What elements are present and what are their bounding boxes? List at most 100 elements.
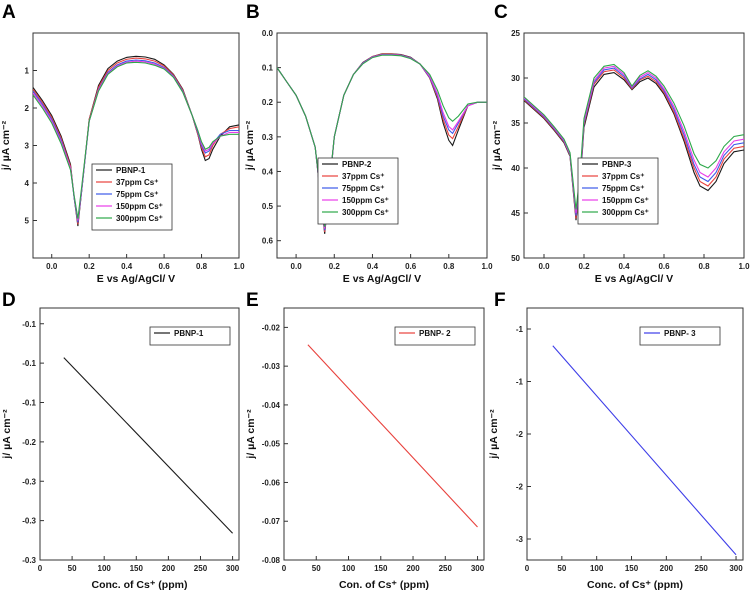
chart-panel-c: C 0.0 0.2 0.4 0.6 0.8 1.0 25 30 35 40 45 50 E vs Ag/A… xyxy=(491,2,750,285)
series-line-4 xyxy=(524,63,744,210)
y-tick-label: -1 xyxy=(516,378,524,387)
legend-label: PBNP- 3 xyxy=(664,329,696,338)
legend-box xyxy=(639,326,721,346)
series-line-4 xyxy=(277,54,487,227)
x-tick-label: 0 xyxy=(525,564,530,573)
y-tick-label: -0.08 xyxy=(262,556,281,565)
x-tick-label: 0.8 xyxy=(196,262,208,271)
legend-label: PBNP-1 xyxy=(116,166,146,175)
x-tick-label: 0 xyxy=(38,564,43,573)
y-tick-label: -0.03 xyxy=(262,362,281,371)
x-tick-label: 100 xyxy=(590,564,604,573)
y-axis-label: j/ µA cm⁻² xyxy=(488,409,500,460)
y-tick-label: -0.1 xyxy=(22,399,36,408)
legend-label: PBNP-2 xyxy=(342,160,372,169)
y-tick-label: -0.07 xyxy=(262,517,281,526)
legend-label: PBNP- 2 xyxy=(419,329,451,338)
y-tick-label: -3 xyxy=(516,535,524,544)
y-tick-label: -0.06 xyxy=(262,478,281,487)
y-axis-label: j/ µA cm⁻² xyxy=(1,409,13,460)
legend-label: 150ppm Cs⁺ xyxy=(116,202,163,211)
y-tick-label: -0.05 xyxy=(262,440,281,449)
x-tick-label: 0.8 xyxy=(443,262,455,271)
x-tick-label: 1.0 xyxy=(481,262,493,271)
chart-panel-e: E 0 50 100 150 200 250 300 -0.02 -0.03 -0.04 -0.05 -… xyxy=(245,290,485,591)
x-axis-label: Con. of Cs⁺ (ppm) xyxy=(339,579,429,591)
x-tick-label: 50 xyxy=(68,564,77,573)
x-tick-label: 200 xyxy=(162,564,176,573)
series-line-0 xyxy=(307,344,478,528)
legend-label: 37ppm Cs⁺ xyxy=(342,172,384,181)
x-tick-label: 250 xyxy=(439,564,453,573)
x-tick-label: 100 xyxy=(342,564,356,573)
x-tick-label: 0.6 xyxy=(658,262,670,271)
series-line-0 xyxy=(552,345,737,556)
legend: PBNP- 3 xyxy=(639,326,721,346)
y-tick-label: -0.3 xyxy=(22,556,36,565)
y-tick-label: 45 xyxy=(511,209,520,218)
x-tick-label: 0.2 xyxy=(329,262,341,271)
legend-label: 300ppm Cs⁺ xyxy=(342,208,389,217)
y-tick-label: 2 xyxy=(25,104,30,113)
legend-label: 150ppm Cs⁺ xyxy=(342,196,389,205)
x-tick-label: 0.0 xyxy=(291,262,303,271)
legend-label: PBNP-3 xyxy=(602,160,632,169)
legend-box xyxy=(91,163,173,231)
legend-label: 75ppm Cs⁺ xyxy=(602,184,644,193)
y-axis-label: j/ µA cm⁻² xyxy=(244,120,256,171)
y-tick-label: 0.5 xyxy=(262,202,274,211)
chart-panel-d: D 0 50 100 150 200 250 300 -0.1 -0.1 -0.1 -0.2 -0.3 -… xyxy=(1,290,240,591)
x-tick-label: 0.0 xyxy=(46,262,58,271)
y-axis-label: j/ µA cm⁻² xyxy=(245,409,257,460)
y-tick-label: -0.3 xyxy=(22,477,36,486)
x-tick-label: 0.2 xyxy=(578,262,590,271)
x-tick-label: 250 xyxy=(695,564,709,573)
legend-label: 37ppm Cs⁺ xyxy=(602,172,644,181)
panel-letter: B xyxy=(246,2,260,23)
chart-panel-f: F 0 50 100 150 200 250 300 -1 -1 -2 -2 -3 Conc. of Cs… xyxy=(488,290,744,591)
panel-letter: A xyxy=(2,2,16,23)
x-tick-label: 150 xyxy=(625,564,639,573)
y-tick-label: 5 xyxy=(25,217,30,226)
legend: PBNP-2 37ppm Cs⁺ 75ppm Cs⁺ 150ppm Cs⁺ 300ppm… xyxy=(317,157,399,225)
y-tick-label: 30 xyxy=(511,74,520,83)
y-tick-label: 0.6 xyxy=(262,237,274,246)
y-tick-label: -0.3 xyxy=(22,517,36,526)
y-tick-label: -2 xyxy=(516,483,524,492)
y-tick-label: 4 xyxy=(25,179,30,188)
legend-box xyxy=(317,157,399,225)
series-line-0 xyxy=(63,357,233,534)
chart-panel-b: B0.0 0.2 0.4 0.6 0.8 1.00.00.10.20.30.40.50.6… xyxy=(244,2,493,285)
legend: PBNP-1 xyxy=(149,326,231,346)
y-tick-label: 0.3 xyxy=(262,133,274,142)
x-axis-label: Conc. of Cs⁺ (ppm) xyxy=(587,579,683,591)
legend-label: PBNP-1 xyxy=(174,329,204,338)
legend: PBNP-1 37ppm Cs⁺ 75ppm Cs⁺ 150ppm Cs⁺ 300ppm… xyxy=(91,163,173,231)
x-tick-label: 0.6 xyxy=(405,262,417,271)
x-tick-label: 0.0 xyxy=(538,262,550,271)
y-tick-label: 0.0 xyxy=(262,29,274,38)
plot-frame xyxy=(526,307,744,561)
y-axis-label: j/ µA cm⁻² xyxy=(0,120,12,171)
x-tick-label: 0.8 xyxy=(698,262,710,271)
series-line-4 xyxy=(33,61,239,219)
x-tick-label: 300 xyxy=(471,564,485,573)
x-tick-label: 250 xyxy=(194,564,208,573)
x-tick-label: 50 xyxy=(557,564,566,573)
panel-letter: E xyxy=(246,290,259,311)
legend: PBNP-3 37ppm Cs⁺ 75ppm Cs⁺ 150ppm Cs⁺ 300ppm… xyxy=(577,157,659,225)
y-tick-label: -1 xyxy=(516,325,524,334)
x-tick-label: 0.4 xyxy=(367,262,379,271)
y-tick-label: 25 xyxy=(511,29,520,38)
x-tick-label: 0.4 xyxy=(121,262,133,271)
legend-label: 150ppm Cs⁺ xyxy=(602,196,649,205)
x-tick-label: 200 xyxy=(660,564,674,573)
plot-frame xyxy=(39,307,240,561)
y-tick-label: -0.1 xyxy=(22,320,36,329)
y-tick-label: -0.1 xyxy=(22,359,36,368)
x-tick-label: 0.6 xyxy=(159,262,171,271)
x-tick-label: 50 xyxy=(312,564,321,573)
legend-label: 37ppm Cs⁺ xyxy=(116,178,158,187)
legend-box xyxy=(149,326,231,346)
y-tick-label: -0.04 xyxy=(262,401,281,410)
